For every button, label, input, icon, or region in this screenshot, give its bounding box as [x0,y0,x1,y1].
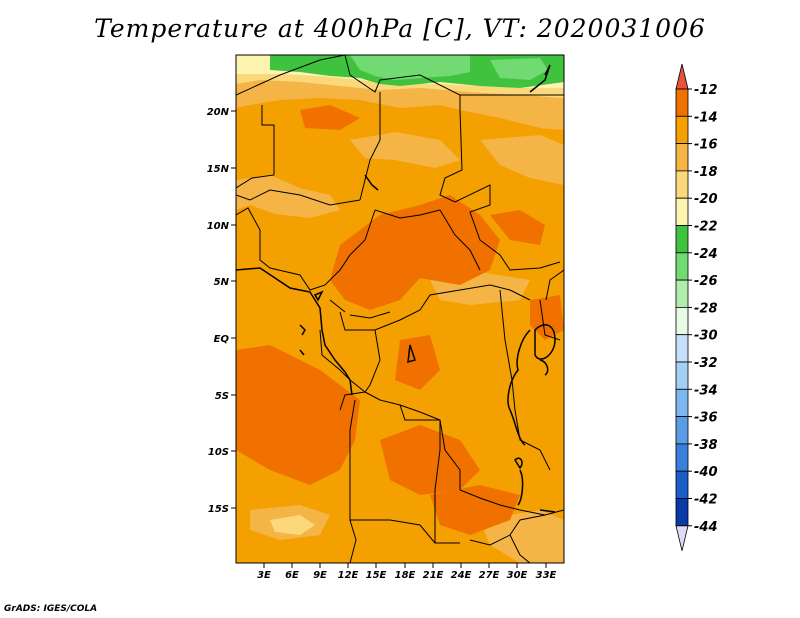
field-26-north-2 [490,58,548,80]
lat-label-15n: 15N [207,164,230,175]
lon-label-30e: 30E [507,570,528,581]
lon-tick-30e: 30E [507,563,528,581]
chart-title: Temperature at 400hPa [C], VT: 202003100… [94,14,706,43]
colorbar-swatch [675,443,689,472]
lat-tick-20n: 20N [207,107,236,118]
colorbar-label: -28 [694,301,718,316]
field-14-north [300,105,360,130]
colorbar-swatch [675,197,689,226]
colorbar-label: -26 [694,274,718,289]
lat-tick-5n: 5N [214,277,236,288]
field-26-north [350,55,470,80]
field-14-south-central [380,425,480,495]
colorbar-label: -34 [694,383,718,398]
colorbar-swatch [675,252,689,281]
lat-tick-10n: 10N [207,221,236,232]
colorbar-swatch [675,279,689,308]
colorbar-label: -22 [694,220,718,235]
coastlines-and-lakes [236,64,556,513]
lon-tick-21e: 21E [423,563,444,581]
longitude-axis: 3E 6E 9E 12E 15E 18E 21E 24E [257,563,557,581]
lon-tick-6e: 6E [285,563,299,581]
lon-tick-15e: 15E [366,563,387,581]
lon-label-15e: 15E [366,570,387,581]
colorbar-label: -14 [694,110,718,125]
colorbar-label: -16 [694,138,718,153]
base-field-16 [236,55,564,563]
colorbar-swatch [675,225,689,254]
lat-label-15s: 15S [208,504,229,515]
map-frame [235,54,565,564]
lon-label-18e: 18E [395,570,416,581]
colorbar-swatch [675,115,689,145]
lat-label-eq: EQ [214,334,230,345]
field-18-patch-2 [350,132,460,168]
lon-label-21e: 21E [423,570,444,581]
lon-label-27e: 27E [479,570,500,581]
lon-tick-24e: 24E [451,563,472,581]
lat-label-5n: 5N [214,277,230,288]
lon-tick-9e: 9E [313,563,327,581]
colorbar-label: -32 [694,356,718,371]
lat-tick-eq: EQ [214,334,236,345]
colorbar-label: -36 [694,411,718,426]
colorbar-top-triangle [675,63,689,90]
lon-tick-27e: 27E [479,563,500,581]
field-18-patch-1 [236,175,340,218]
lat-tick-10s: 10S [208,447,236,458]
colorbar-swatch [675,306,689,336]
lon-label-24e: 24E [451,570,472,581]
lat-label-10n: 10N [207,221,230,232]
colorbar-swatch [675,170,689,199]
field-14-southwest [236,345,360,485]
lon-label-12e: 12E [338,570,359,581]
colorbar-swatch [675,388,689,417]
lon-tick-18e: 18E [395,563,416,581]
country-borders [236,55,564,563]
colorbar-label: -44 [694,520,718,535]
lon-label-33e: 33E [536,570,557,581]
field-20-patch-1 [270,515,315,535]
lat-label-20n: 20N [207,107,230,118]
field-14-east-2 [530,295,564,340]
colorbar-swatch [675,498,689,527]
field-14-southeast [430,485,520,535]
latitude-axis: 20N 15N 10N 5N EQ 5S 10S 15S [207,107,236,515]
colorbar-swatch [675,361,689,390]
colorbar-bottom-triangle [675,525,689,551]
colorbar-label: -38 [694,438,718,453]
field-14-central [330,195,500,310]
lon-tick-33e: 33E [536,563,557,581]
colorbar-label: -12 [694,83,718,98]
lon-label-6e: 6E [285,570,299,581]
lat-label-10s: 10S [208,447,229,458]
lon-tick-3e: 3E [257,563,271,581]
field-14-central-2 [395,335,440,390]
map-plot-area [236,55,564,563]
colorbar-label: -20 [694,192,718,207]
colorbar-swatch [675,88,689,117]
footer-credit: GrADS: IGES/COLA [4,604,98,614]
colorbar-swatch [675,143,689,172]
colorbar-label: -40 [694,465,718,480]
colorbar-label: -24 [694,247,718,262]
lat-tick-5s: 5S [215,391,236,402]
lon-tick-12e: 12E [338,563,359,581]
colorbar-swatch [675,416,689,445]
colorbar-swatch [675,334,689,363]
lon-label-3e: 3E [257,570,271,581]
lon-label-9e: 9E [313,570,327,581]
colorbar-label: -18 [694,165,718,180]
colorbar-label: -42 [694,493,718,508]
field-14-east [490,210,545,245]
colorbar: -12 -14 -16 -18 -20 -22 -24 -26 -28 -30 -32 -34 -36 -… [675,63,718,551]
field-18-patch-3 [480,135,564,185]
colorbar-label: -30 [694,329,718,344]
lat-tick-15s: 15S [208,504,236,515]
colorbar-swatch [675,470,689,499]
lat-label-5s: 5S [215,391,229,402]
lat-tick-15n: 15N [207,164,236,175]
